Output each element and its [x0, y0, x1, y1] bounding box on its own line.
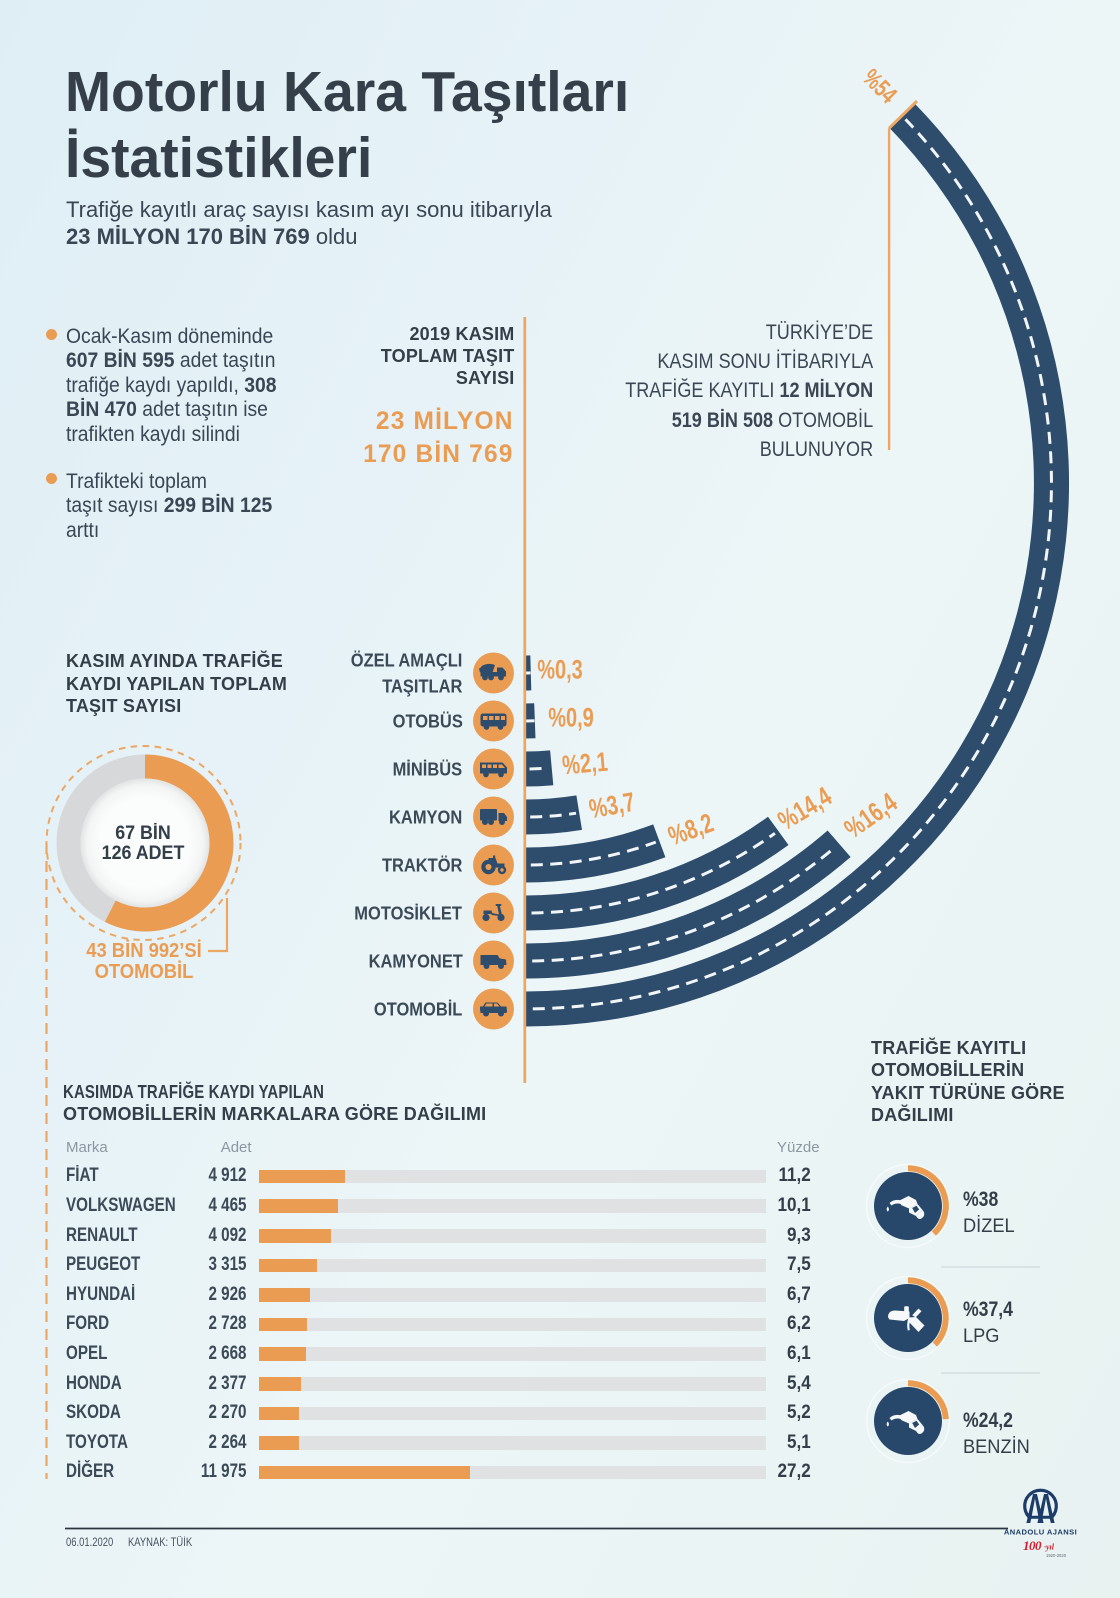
svg-text:ANADOLU AJANSI: ANADOLU AJANSI [1004, 1528, 1077, 1537]
svg-text:100: 100 [1023, 1538, 1042, 1553]
svg-text:1920-2020: 1920-2020 [1046, 1553, 1067, 1558]
svg-text:·yıl: ·yıl [1044, 1543, 1055, 1552]
